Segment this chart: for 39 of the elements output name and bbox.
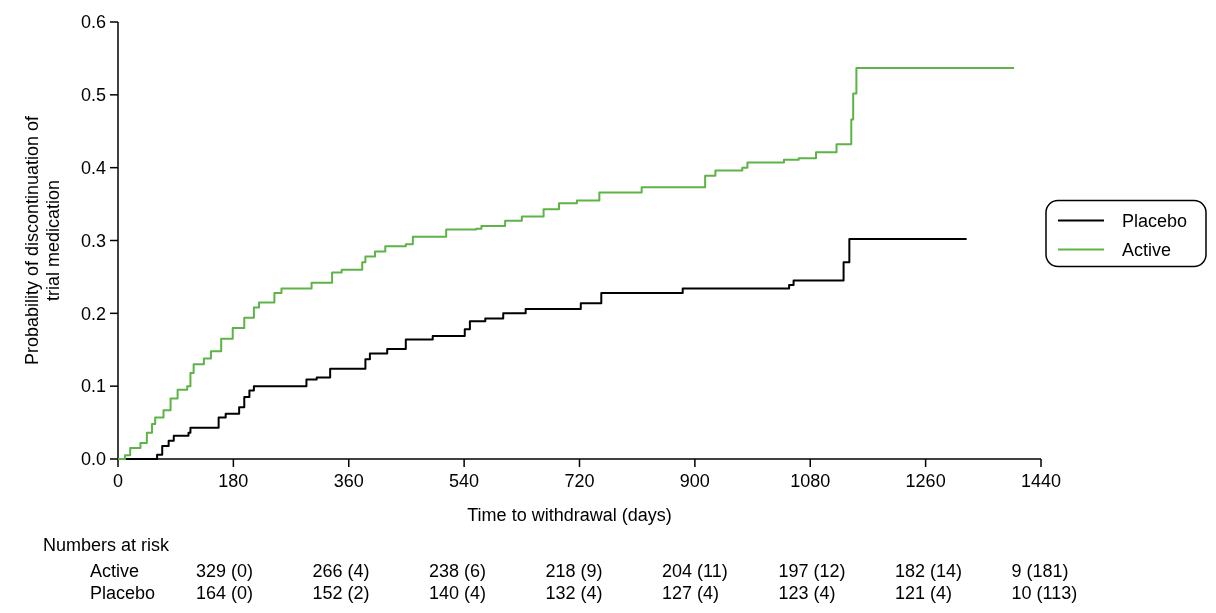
- x-axis-title: Time to withdrawal (days): [467, 505, 672, 525]
- y-tick-label: 0.0: [80, 449, 106, 470]
- text: Active: [90, 561, 140, 581]
- legend-label: Active: [1122, 239, 1172, 260]
- text: 329 (0): [196, 561, 254, 581]
- text: 182 (14): [895, 561, 963, 581]
- x-tick-label: 1260: [905, 471, 946, 491]
- text: 123 (4): [778, 583, 836, 603]
- x-tick-label: 900: [679, 471, 710, 491]
- y-tick-label: 0.2: [80, 303, 106, 324]
- text: 10 (113): [1011, 583, 1078, 603]
- text: 204 (11): [662, 561, 728, 581]
- text: 152 (2): [312, 583, 370, 603]
- x-tick-label: 720: [564, 471, 595, 491]
- text: 218 (9): [545, 561, 603, 581]
- text: 121 (4): [895, 583, 953, 603]
- text: 164 (0): [196, 583, 254, 603]
- x-tick-label: 540: [449, 471, 480, 491]
- text: 132 (4): [545, 583, 603, 603]
- text: 197 (12): [778, 561, 846, 581]
- text: Numbers at risk: [43, 535, 171, 555]
- y-tick-label: 0.4: [80, 157, 106, 178]
- y-tick-label: 0.6: [80, 12, 106, 33]
- legend-label: Placebo: [1122, 210, 1188, 231]
- text: 9 (181): [1011, 561, 1069, 581]
- y-tick-label: 0.3: [80, 230, 106, 251]
- x-tick-label: 180: [218, 471, 249, 491]
- y-tick-label: 0.5: [80, 85, 106, 106]
- text: 238 (6): [429, 561, 487, 581]
- text: 140 (4): [429, 583, 487, 603]
- x-tick-label: 0: [112, 471, 124, 491]
- text: 266 (4): [312, 561, 370, 581]
- y-tick-label: 0.1: [80, 376, 106, 397]
- text: Placebo: [90, 583, 156, 603]
- y-axis-title: Probability of discontinuation of trial medication: [22, 114, 63, 366]
- x-tick-label: 360: [333, 471, 364, 491]
- x-tick-label: 1080: [790, 471, 831, 491]
- x-tick-label: 1440: [1020, 471, 1062, 491]
- text: 127 (4): [662, 583, 720, 603]
